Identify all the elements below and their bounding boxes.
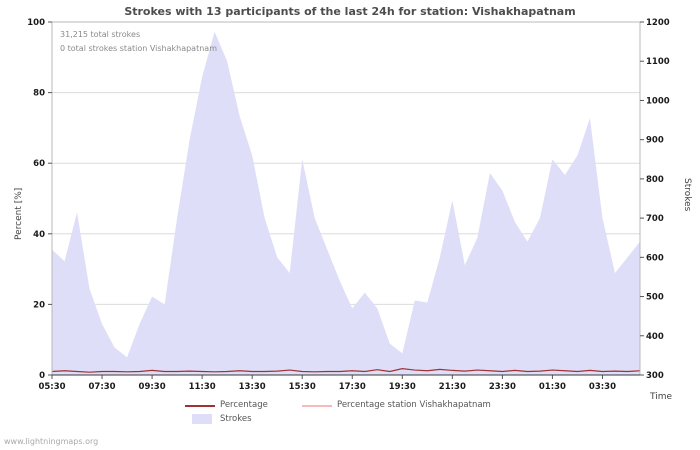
svg-text:17:30: 17:30: [339, 382, 366, 392]
svg-text:21:30: 21:30: [439, 382, 466, 392]
legend-swatch-percentage-station-line: [302, 405, 332, 407]
svg-text:05:30: 05:30: [38, 382, 65, 392]
svg-text:900: 900: [646, 136, 664, 146]
svg-text:1200: 1200: [646, 18, 670, 28]
svg-text:15:30: 15:30: [289, 382, 316, 392]
svg-text:13:30: 13:30: [239, 382, 266, 392]
svg-text:800: 800: [646, 175, 664, 185]
legend-label-strokes: Strokes: [220, 414, 252, 424]
svg-text:700: 700: [646, 214, 664, 224]
legend-swatch-strokes-area: [192, 414, 212, 424]
svg-text:01:30: 01:30: [539, 382, 566, 392]
station-strokes-annotation: 0 total strokes station Vishakhapatnam: [60, 44, 217, 53]
total-strokes-annotation: 31,215 total strokes: [60, 30, 141, 39]
svg-text:0: 0: [39, 371, 45, 381]
x-axis-label: Time: [650, 392, 673, 402]
svg-text:300: 300: [646, 371, 664, 381]
svg-text:23:30: 23:30: [489, 382, 516, 392]
chart-title: Strokes with 13 participants of the last…: [124, 5, 576, 18]
svg-text:500: 500: [646, 293, 664, 303]
svg-text:09:30: 09:30: [139, 382, 166, 392]
legend-label-percentage: Percentage: [220, 400, 268, 410]
svg-text:11:30: 11:30: [189, 382, 216, 392]
legend-swatch-percentage-line: [185, 405, 215, 407]
left-axis-label: Percent [%]: [14, 187, 24, 240]
svg-text:40: 40: [33, 230, 45, 240]
svg-text:19:30: 19:30: [389, 382, 416, 392]
svg-text:03:30: 03:30: [589, 382, 616, 392]
svg-text:100: 100: [27, 18, 45, 28]
legend-label-percentage-station: Percentage station Vishakhapatnam: [337, 400, 491, 410]
svg-text:80: 80: [33, 89, 45, 99]
watermark: www.lightningmaps.org: [4, 437, 99, 446]
svg-text:600: 600: [646, 253, 664, 263]
svg-text:60: 60: [33, 159, 45, 169]
svg-text:20: 20: [33, 300, 45, 310]
svg-text:07:30: 07:30: [89, 382, 116, 392]
svg-text:400: 400: [646, 332, 664, 342]
svg-text:1000: 1000: [646, 96, 670, 106]
right-axis-label: Strokes: [682, 178, 692, 212]
svg-text:1100: 1100: [646, 57, 670, 67]
